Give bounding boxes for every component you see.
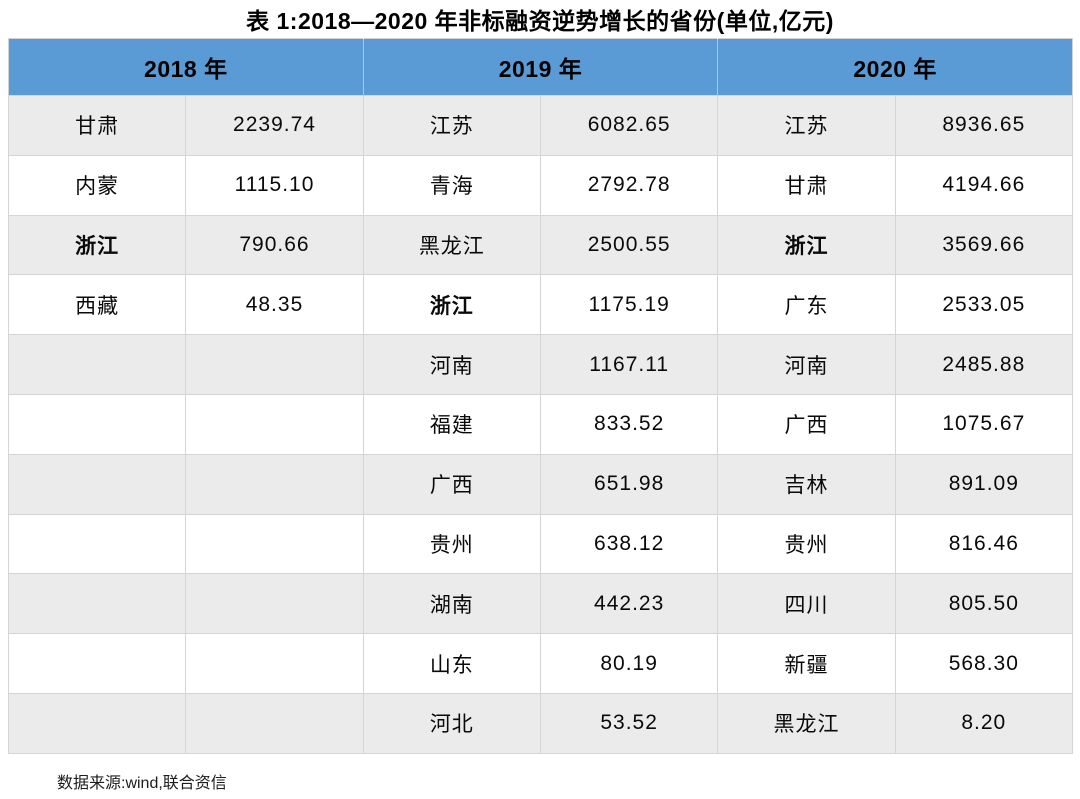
province-cell: 吉林 bbox=[717, 453, 896, 515]
province-cell: 江苏 bbox=[362, 95, 541, 156]
value-cell: 2792.78 bbox=[539, 154, 719, 216]
value-cell: 1167.11 bbox=[539, 334, 719, 395]
province-cell: 内蒙 bbox=[7, 154, 187, 216]
value-cell bbox=[185, 453, 364, 515]
province-cell: 黑龙江 bbox=[717, 692, 896, 754]
year-header-2019: 2019 年 bbox=[362, 38, 718, 96]
province-cell bbox=[7, 633, 187, 694]
value-cell: 891.09 bbox=[894, 453, 1073, 515]
province-cell: 广西 bbox=[717, 393, 896, 455]
province-cell: 贵州 bbox=[717, 513, 896, 575]
value-cell: 6082.65 bbox=[539, 95, 719, 156]
province-cell bbox=[7, 334, 187, 395]
table-row: 内蒙 1115.10 青海 2792.78 甘肃 4194.66 bbox=[7, 154, 1073, 216]
province-cell: 湖南 bbox=[362, 573, 541, 635]
value-cell: 816.46 bbox=[894, 513, 1073, 575]
value-cell bbox=[185, 692, 364, 754]
table-row: 河南 1167.11 河南 2485.88 bbox=[7, 334, 1073, 395]
table-row: 山东 80.19 新疆 568.30 bbox=[7, 633, 1073, 694]
value-cell: 2500.55 bbox=[539, 214, 719, 276]
province-cell: 贵州 bbox=[362, 513, 541, 575]
table-row: 浙江 790.66 黑龙江 2500.55 浙江 3569.66 bbox=[7, 214, 1073, 276]
table-title: 表 1:2018—2020 年非标融资逆势增长的省份(单位,亿元) bbox=[246, 8, 834, 34]
value-cell: 8.20 bbox=[894, 692, 1073, 754]
value-cell bbox=[185, 334, 364, 395]
province-cell bbox=[7, 692, 187, 754]
value-cell: 8936.65 bbox=[894, 95, 1073, 156]
value-cell: 3569.66 bbox=[894, 214, 1073, 276]
province-cell: 河南 bbox=[717, 334, 896, 395]
province-cell: 浙江 bbox=[7, 214, 187, 276]
value-cell: 53.52 bbox=[539, 692, 719, 754]
province-cell: 新疆 bbox=[717, 633, 896, 694]
year-header-2020: 2020 年 bbox=[717, 38, 1073, 96]
province-cell bbox=[7, 573, 187, 635]
province-cell bbox=[7, 453, 187, 515]
province-cell: 甘肃 bbox=[7, 95, 187, 156]
province-cell: 河南 bbox=[362, 334, 541, 395]
province-cell: 青海 bbox=[362, 154, 541, 216]
value-cell: 2239.74 bbox=[185, 95, 364, 156]
value-cell: 2533.05 bbox=[894, 274, 1073, 336]
value-cell bbox=[185, 573, 364, 635]
province-cell: 江苏 bbox=[717, 95, 896, 156]
table-row: 河北 53.52 黑龙江 8.20 bbox=[7, 692, 1073, 754]
data-table: 2018 年 2019 年 2020 年 甘肃 2239.74 江苏 6082.… bbox=[7, 38, 1073, 754]
province-cell: 甘肃 bbox=[717, 154, 896, 216]
value-cell: 1175.19 bbox=[539, 274, 719, 336]
value-cell: 4194.66 bbox=[894, 154, 1073, 216]
table-row: 甘肃 2239.74 江苏 6082.65 江苏 8936.65 bbox=[7, 95, 1073, 156]
value-cell: 638.12 bbox=[539, 513, 719, 575]
province-cell: 浙江 bbox=[717, 214, 896, 276]
province-cell: 河北 bbox=[362, 692, 541, 754]
province-cell: 广西 bbox=[362, 453, 541, 515]
value-cell: 568.30 bbox=[894, 633, 1073, 694]
value-cell bbox=[185, 393, 364, 455]
province-cell: 广东 bbox=[717, 274, 896, 336]
table-row: 福建 833.52 广西 1075.67 bbox=[7, 393, 1073, 455]
province-cell: 西藏 bbox=[7, 274, 187, 336]
value-cell: 1115.10 bbox=[185, 154, 364, 216]
source-note: 数据来源:wind,联合资信 bbox=[57, 774, 227, 792]
value-cell: 833.52 bbox=[539, 393, 719, 455]
province-cell: 山东 bbox=[362, 633, 541, 694]
province-cell bbox=[7, 513, 187, 575]
province-cell bbox=[7, 393, 187, 455]
value-cell: 48.35 bbox=[185, 274, 364, 336]
value-cell: 651.98 bbox=[539, 453, 719, 515]
value-cell bbox=[185, 513, 364, 575]
province-cell: 四川 bbox=[717, 573, 896, 635]
value-cell: 1075.67 bbox=[894, 393, 1073, 455]
header-row: 2018 年 2019 年 2020 年 bbox=[8, 38, 1073, 96]
value-cell: 80.19 bbox=[539, 633, 719, 694]
value-cell: 442.23 bbox=[539, 573, 719, 635]
province-cell: 浙江 bbox=[362, 274, 541, 336]
value-cell: 2485.88 bbox=[894, 334, 1073, 395]
table-row: 湖南 442.23 四川 805.50 bbox=[7, 573, 1073, 635]
province-cell: 福建 bbox=[362, 393, 541, 455]
value-cell bbox=[185, 633, 364, 694]
value-cell: 790.66 bbox=[185, 214, 364, 276]
table-row: 广西 651.98 吉林 891.09 bbox=[7, 453, 1073, 515]
value-cell: 805.50 bbox=[894, 573, 1073, 635]
table-row: 西藏 48.35 浙江 1175.19 广东 2533.05 bbox=[7, 274, 1073, 336]
year-header-2018: 2018 年 bbox=[8, 38, 364, 96]
province-cell: 黑龙江 bbox=[362, 214, 541, 276]
table-row: 贵州 638.12 贵州 816.46 bbox=[7, 513, 1073, 575]
